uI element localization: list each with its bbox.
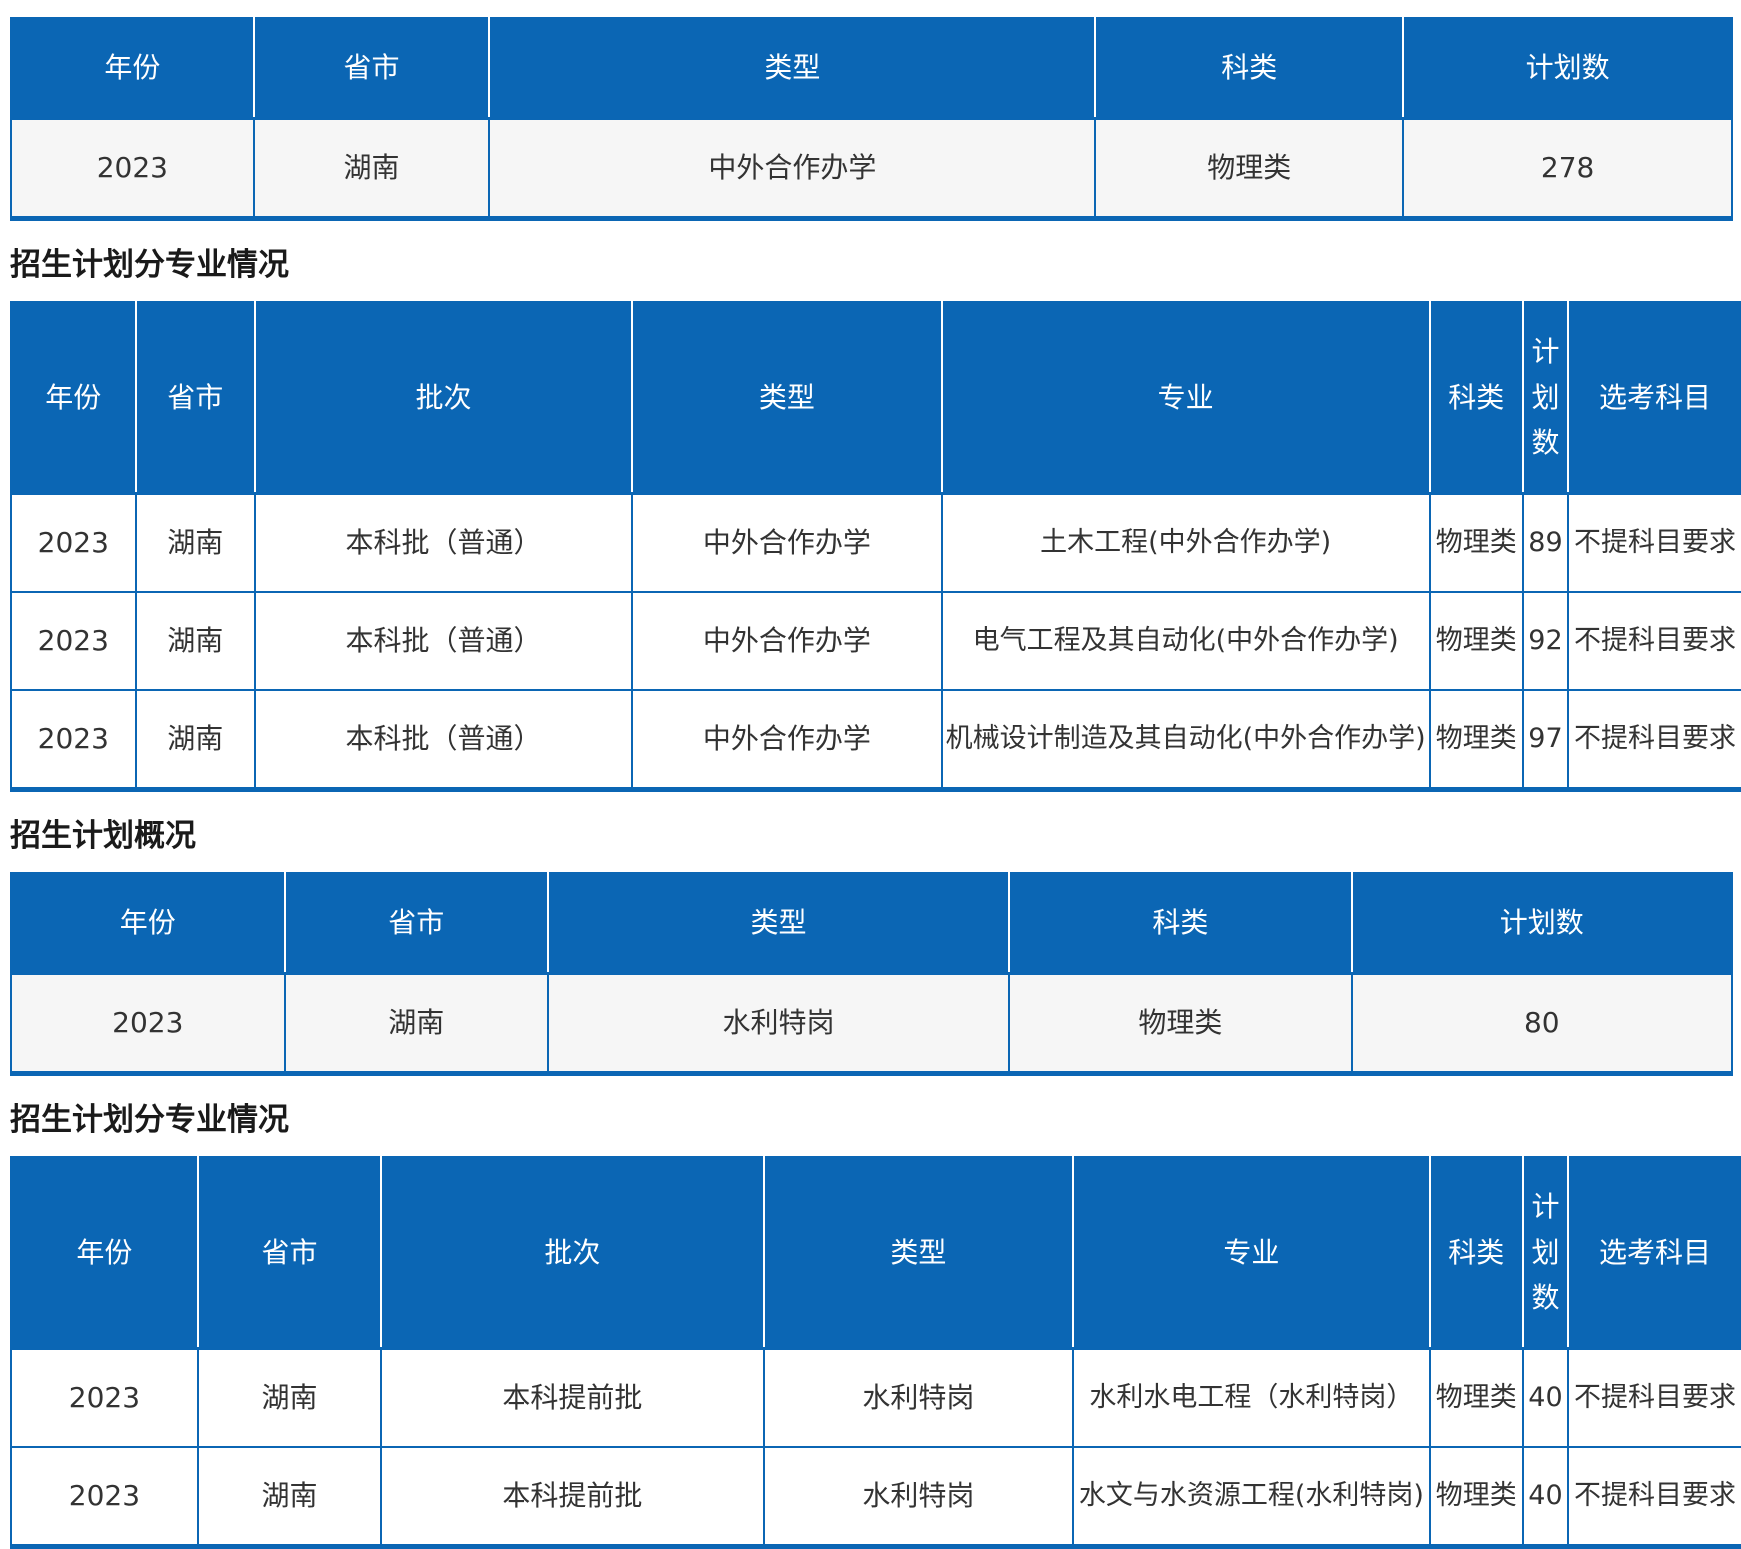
header-cell-plan-count: 计划数 (1402, 18, 1732, 120)
table-row: 2023 湖南 本科批（普通） 中外合作办学 土木工程(中外合作办学) 物理类 … (10, 492, 1741, 594)
header-cell-exam-subjects: 选考科目 (1566, 1156, 1741, 1351)
data-cell-major: 机械设计制造及其自动化(中外合作办学) (940, 689, 1431, 791)
data-cell-type: 水利特岗 (762, 1446, 1075, 1548)
data-cell-province: 湖南 (283, 972, 549, 1075)
section-title-plan-overview: 招生计划概况 (10, 818, 196, 855)
header-row: 年份 省市 类型 科类 计划数 (11, 18, 1732, 120)
data-cell-year: 2023 (10, 492, 137, 594)
header-cell-type: 类型 (631, 301, 942, 496)
data-cell-plan-count: 92 (1521, 591, 1569, 692)
header-cell-subject: 科类 (1428, 301, 1523, 496)
overview-table-2-header: 年份 省市 类型 科类 计划数 (11, 872, 1732, 975)
data-cell-subject: 物理类 (1428, 591, 1524, 692)
data-cell-exam-subjects: 不提科目要求 (1566, 1347, 1741, 1449)
data-cell-type: 中外合作办学 (488, 117, 1097, 220)
overview-table-2: 年份 省市 类型 科类 计划数 2023 湖南 水利特岗 物理类 80 (10, 871, 1734, 1076)
data-cell-subject: 物理类 (1094, 117, 1405, 220)
data-cell-year: 2023 (10, 117, 255, 220)
data-cell-exam-subjects: 不提科目要求 (1566, 492, 1741, 594)
detail-table-1: 年份 省市 批次 类型 专业 科类 计划数 选考科目 2023 湖南 本科批（普… (10, 300, 1741, 793)
data-cell-plan-count: 40 (1521, 1347, 1569, 1449)
data-cell-year: 2023 (10, 1347, 199, 1449)
detail-table-2: 年份 省市 批次 类型 专业 科类 计划数 选考科目 2023 湖南 本科提前批… (10, 1155, 1741, 1549)
header-cell-subject: 科类 (1094, 18, 1404, 120)
data-cell-province: 湖南 (134, 689, 256, 791)
data-cell-subject: 物理类 (1428, 1446, 1524, 1548)
header-cell-province: 省市 (252, 18, 490, 120)
detail-table-1-header: 年份 省市 批次 类型 专业 科类 计划数 选考科目 (11, 301, 1741, 496)
table-row: 2023 湖南 本科批（普通） 中外合作办学 电气工程及其自动化(中外合作办学)… (10, 591, 1741, 692)
data-cell-plan-count: 278 (1402, 117, 1733, 220)
data-cell-plan-count: 40 (1521, 1446, 1569, 1548)
data-cell-batch: 本科提前批 (380, 1347, 765, 1449)
data-cell-major: 电气工程及其自动化(中外合作办学) (940, 591, 1431, 692)
header-cell-plan-count: 计划数 (1521, 301, 1568, 496)
data-cell-type: 水利特岗 (762, 1347, 1075, 1449)
data-cell-subject: 物理类 (1428, 492, 1524, 594)
data-cell-province: 湖南 (196, 1347, 383, 1449)
header-cell-batch: 批次 (380, 1156, 764, 1351)
table-row: 2023 湖南 本科提前批 水利特岗 水文与水资源工程(水利特岗) 物理类 40… (10, 1446, 1741, 1548)
header-cell-type: 类型 (546, 872, 1010, 975)
header-cell-province: 省市 (134, 301, 255, 496)
data-cell-batch: 本科批（普通） (253, 492, 634, 594)
data-cell-exam-subjects: 不提科目要求 (1566, 689, 1741, 791)
header-cell-major: 专业 (940, 301, 1430, 496)
header-row: 年份 省市 类型 科类 计划数 (11, 872, 1732, 975)
data-cell-batch: 本科提前批 (380, 1446, 765, 1548)
header-cell-subject: 科类 (1428, 1156, 1523, 1351)
data-cell-type: 中外合作办学 (631, 492, 943, 594)
data-cell-province: 湖南 (252, 117, 491, 220)
data-cell-major: 土木工程(中外合作办学) (940, 492, 1431, 594)
data-cell-type: 中外合作办学 (631, 591, 943, 692)
data-cell-type: 中外合作办学 (631, 689, 943, 791)
header-cell-province: 省市 (196, 1156, 382, 1351)
header-cell-year: 年份 (11, 18, 254, 120)
header-cell-year: 年份 (11, 872, 285, 975)
data-cell-subject: 物理类 (1428, 689, 1524, 791)
header-cell-exam-subjects: 选考科目 (1566, 301, 1741, 496)
data-cell-plan-count: 97 (1521, 689, 1569, 791)
section-title-plan-by-major-2: 招生计划分专业情况 (10, 1101, 289, 1138)
overview-table-1: 年份 省市 类型 科类 计划数 2023 湖南 中外合作办学 物理类 278 (10, 17, 1733, 221)
data-cell-exam-subjects: 不提科目要求 (1566, 1446, 1741, 1548)
header-cell-type: 类型 (488, 18, 1096, 120)
data-cell-batch: 本科批（普通） (253, 591, 634, 692)
header-row: 年份 省市 批次 类型 专业 科类 计划数 选考科目 (11, 301, 1741, 496)
data-cell-major: 水利水电工程（水利特岗） (1072, 1347, 1431, 1449)
header-cell-plan-count: 计划数 (1521, 1156, 1568, 1351)
data-cell-subject: 物理类 (1008, 972, 1353, 1075)
header-cell-batch: 批次 (253, 301, 633, 496)
table-row: 2023 湖南 本科批（普通） 中外合作办学 机械设计制造及其自动化(中外合作办… (10, 689, 1741, 791)
data-cell-batch: 本科批（普通） (253, 689, 634, 791)
table-row: 2023 湖南 水利特岗 物理类 80 (10, 972, 1734, 1075)
data-cell-year: 2023 (10, 1446, 199, 1548)
table-row: 2023 湖南 本科提前批 水利特岗 水利水电工程（水利特岗） 物理类 40 不… (10, 1347, 1741, 1449)
overview-table-1-header: 年份 省市 类型 科类 计划数 (11, 18, 1732, 120)
table-row: 2023 湖南 中外合作办学 物理类 278 (10, 117, 1733, 220)
header-cell-major: 专业 (1072, 1156, 1430, 1351)
data-cell-province: 湖南 (134, 492, 256, 594)
data-cell-year: 2023 (10, 689, 137, 791)
section-title-plan-by-major-1: 招生计划分专业情况 (10, 246, 289, 283)
data-cell-year: 2023 (10, 591, 137, 692)
header-row: 年份 省市 批次 类型 专业 科类 计划数 选考科目 (11, 1156, 1741, 1351)
data-cell-province: 湖南 (196, 1446, 383, 1548)
header-cell-province: 省市 (283, 872, 548, 975)
header-cell-type: 类型 (762, 1156, 1074, 1351)
data-cell-exam-subjects: 不提科目要求 (1566, 591, 1741, 692)
detail-table-2-header: 年份 省市 批次 类型 专业 科类 计划数 选考科目 (11, 1156, 1741, 1351)
header-cell-subject: 科类 (1008, 872, 1352, 975)
data-cell-major: 水文与水资源工程(水利特岗) (1072, 1446, 1431, 1548)
header-cell-plan-count: 计划数 (1350, 872, 1732, 975)
data-cell-plan-count: 80 (1350, 972, 1734, 1075)
header-cell-year: 年份 (11, 301, 136, 496)
data-cell-year: 2023 (10, 972, 286, 1075)
header-cell-year: 年份 (11, 1156, 198, 1351)
data-cell-subject: 物理类 (1428, 1347, 1524, 1449)
data-cell-type: 水利特岗 (546, 972, 1011, 1075)
data-cell-province: 湖南 (134, 591, 256, 692)
data-cell-plan-count: 89 (1521, 492, 1569, 594)
